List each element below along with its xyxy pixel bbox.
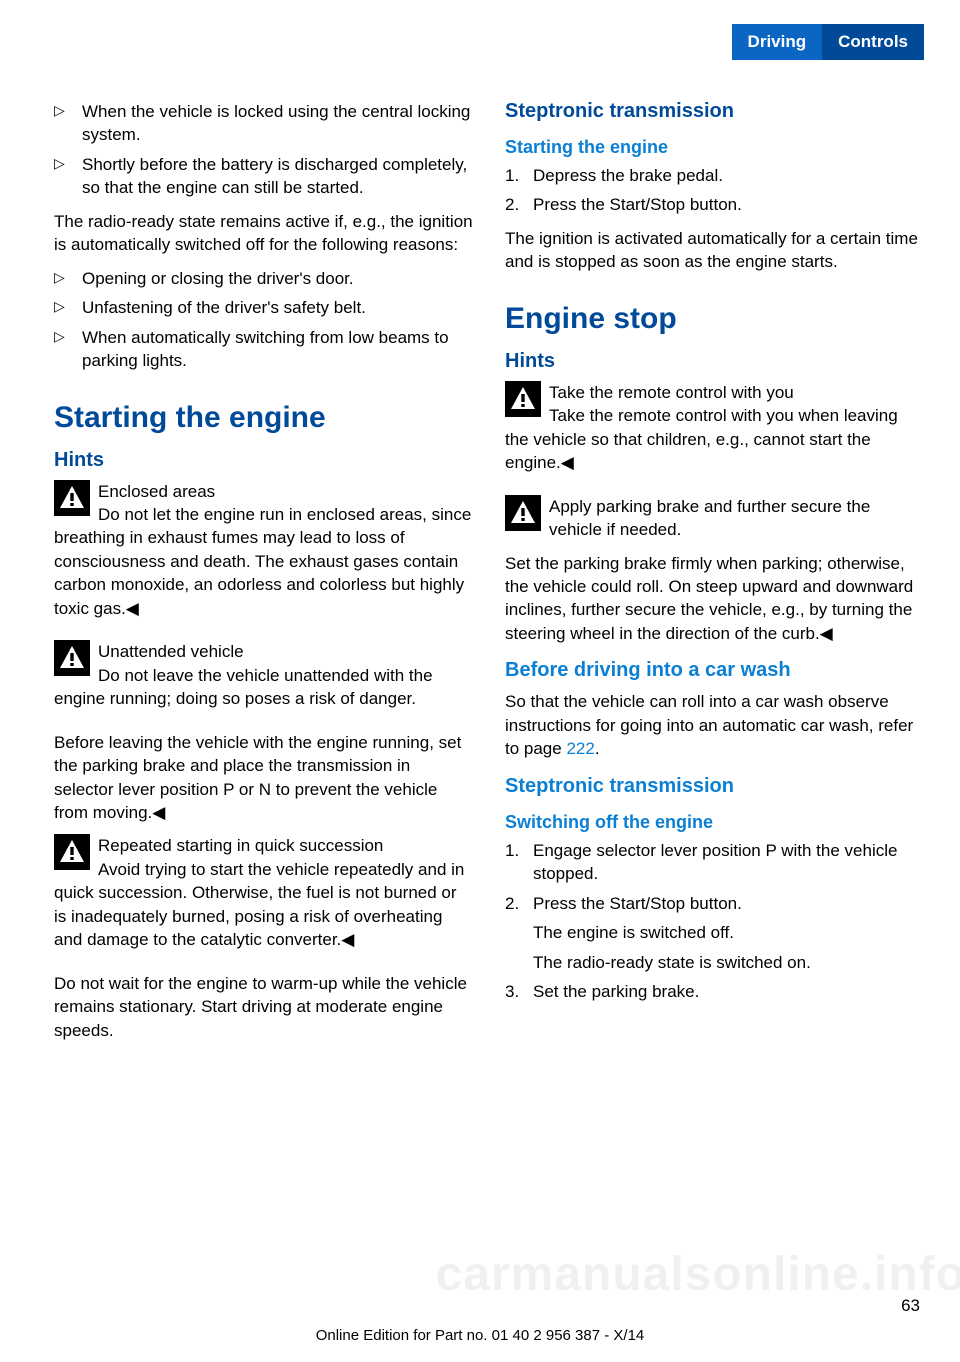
list-number: 2.: [505, 193, 519, 216]
sub-text: The engine is switched off.: [533, 921, 924, 944]
page-number: 63: [901, 1296, 920, 1316]
bullet-list-1: When the vehicle is locked using the cen…: [54, 100, 473, 200]
warning-title: Unattended vehicle: [54, 640, 473, 663]
tab-driving: Driving: [732, 24, 823, 60]
heading-hints: Hints: [54, 449, 473, 472]
list-text: Engage selector lever position P with th…: [533, 841, 897, 883]
warning-icon: [505, 495, 541, 531]
warning-icon: [54, 480, 90, 516]
left-column: When the vehicle is locked using the cen…: [54, 100, 473, 1052]
warning-body: Do not let the engine run in enclosed ar…: [54, 503, 473, 620]
list-number: 1.: [505, 839, 519, 862]
page: Driving Controls When the vehicle is loc…: [0, 0, 960, 1362]
text: .: [595, 739, 600, 758]
list-text: Press the Start/Stop button.: [533, 195, 742, 214]
list-item: 2. Press the Start/Stop button. The engin…: [505, 892, 924, 974]
warning-icon: [54, 834, 90, 870]
watermark: carmanualsonline.info: [436, 1247, 960, 1302]
page-ref-link[interactable]: 222: [566, 739, 594, 758]
warning-icon: [505, 381, 541, 417]
paragraph: Before leaving the vehicle with the engi…: [54, 731, 473, 825]
warning-body: Avoid trying to start the vehicle repeat…: [54, 858, 473, 952]
warning-title: Take the remote control with you: [505, 381, 924, 404]
warning-parking-brake: Apply parking brake and further secure t…: [505, 495, 924, 542]
numbered-list-start: 1. Depress the brake pedal. 2. Press the S…: [505, 164, 924, 217]
paragraph-car-wash: So that the vehicle can roll into a car …: [505, 690, 924, 760]
list-item: 2. Press the Start/Stop button.: [505, 193, 924, 216]
list-item: 1. Engage selector lever position P with …: [505, 839, 924, 886]
heading-car-wash: Before driving into a car wash: [505, 659, 924, 682]
warning-title: Enclosed areas: [54, 480, 473, 503]
list-number: 2.: [505, 892, 519, 915]
header-tabs: Driving Controls: [732, 24, 924, 60]
warning-remote-control: Take the remote control with you Take th…: [505, 381, 924, 485]
tab-controls: Controls: [822, 24, 924, 60]
heading-starting-engine: Starting the engine: [54, 401, 473, 435]
list-text: Set the parking brake.: [533, 982, 699, 1001]
footer-line: Online Edition for Part no. 01 40 2 956 …: [0, 1327, 960, 1344]
list-text: Press the Start/Stop button.: [533, 894, 742, 913]
warning-repeated-starting: Repeated starting in quick succession Av…: [54, 834, 473, 961]
heading-steptronic: Steptronic transmission: [505, 100, 924, 123]
list-item: 1. Depress the brake pedal.: [505, 164, 924, 187]
bullet-list-2: Opening or closing the driver's door. Un…: [54, 267, 473, 373]
list-number: 3.: [505, 980, 519, 1003]
warning-title: Apply parking brake and further secure t…: [505, 495, 924, 542]
list-item: Opening or closing the driver's door.: [54, 267, 473, 290]
paragraph: The radio-ready state remains active if,…: [54, 210, 473, 257]
warning-icon: [54, 640, 90, 676]
warning-enclosed-areas: Enclosed areas Do not let the engine run…: [54, 480, 473, 631]
content-columns: When the vehicle is locked using the cen…: [54, 100, 924, 1052]
heading-switching-off: Switching off the engine: [505, 812, 924, 833]
heading-starting-engine-sub: Starting the engine: [505, 137, 924, 158]
list-item: When automatically switching from low be…: [54, 326, 473, 373]
right-column: Steptronic transmission Starting the eng…: [505, 100, 924, 1052]
sub-text: The radio-ready state is switched on.: [533, 951, 924, 974]
warning-title: Repeated starting in quick succession: [54, 834, 473, 857]
heading-steptronic-2: Steptronic transmission: [505, 775, 924, 798]
list-item: Shortly before the battery is discharged…: [54, 153, 473, 200]
warning-unattended-vehicle: Unattended vehicle Do not leave the vehi…: [54, 640, 473, 720]
list-number: 1.: [505, 164, 519, 187]
heading-hints: Hints: [505, 350, 924, 373]
list-item: When the vehicle is locked using the cen…: [54, 100, 473, 147]
paragraph: Do not wait for the engine to warm-up wh…: [54, 972, 473, 1042]
warning-body: Take the remote control with you when le…: [505, 404, 924, 474]
paragraph: Set the parking brake firmly when parkin…: [505, 552, 924, 646]
list-item: Unfastening of the driver's safety belt.: [54, 296, 473, 319]
warning-body: Do not leave the vehicle unattended with…: [54, 664, 473, 711]
list-item: 3. Set the parking brake.: [505, 980, 924, 1003]
list-text: Depress the brake pedal.: [533, 166, 723, 185]
paragraph: The ignition is activated automatically …: [505, 227, 924, 274]
heading-engine-stop: Engine stop: [505, 302, 924, 336]
numbered-list-off: 1. Engage selector lever position P with …: [505, 839, 924, 1004]
